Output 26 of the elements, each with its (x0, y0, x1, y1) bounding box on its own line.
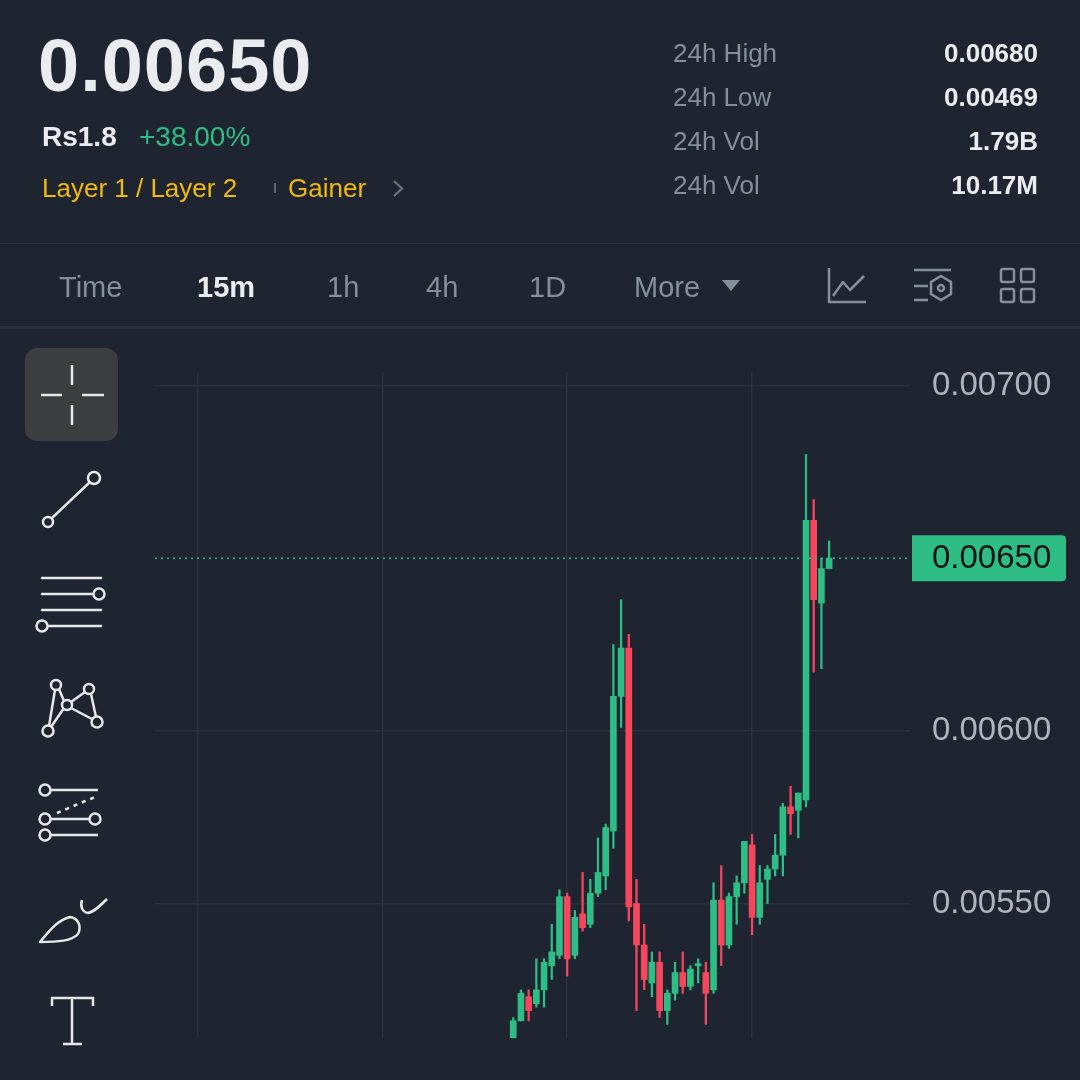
text: 1h (327, 271, 360, 303)
text: 24h Low (673, 82, 772, 112)
candlestick (787, 785, 794, 835)
text: 1.79B (968, 126, 1038, 156)
text: 24h Vol (673, 170, 760, 200)
text: +38.00% (139, 121, 251, 152)
y-tick-label: 0.00600 (932, 709, 1052, 747)
text: 4h (426, 271, 459, 303)
text: Gainer (288, 173, 367, 203)
text: 24h Vol (673, 126, 760, 156)
y-tick-label: 0.00700 (932, 364, 1052, 402)
ref-line-label: 0.00650 (932, 538, 1052, 576)
text: 0.00469 (944, 82, 1038, 112)
candlestick (764, 865, 771, 904)
text: 0.00680 (944, 38, 1038, 68)
text: Time (59, 271, 123, 303)
text: 10.17M (951, 170, 1038, 200)
text: More (634, 271, 701, 303)
chart-title: 0.00650 (38, 24, 313, 107)
candlestick (579, 872, 586, 932)
text: Rs1.8 (42, 121, 117, 152)
text: 15m (197, 271, 256, 303)
y-tick-label: 0.00550 (932, 882, 1052, 920)
text: 24h High (673, 38, 778, 68)
text: Layer 1 / Layer 2 (42, 173, 238, 203)
text: 1D (529, 271, 567, 303)
